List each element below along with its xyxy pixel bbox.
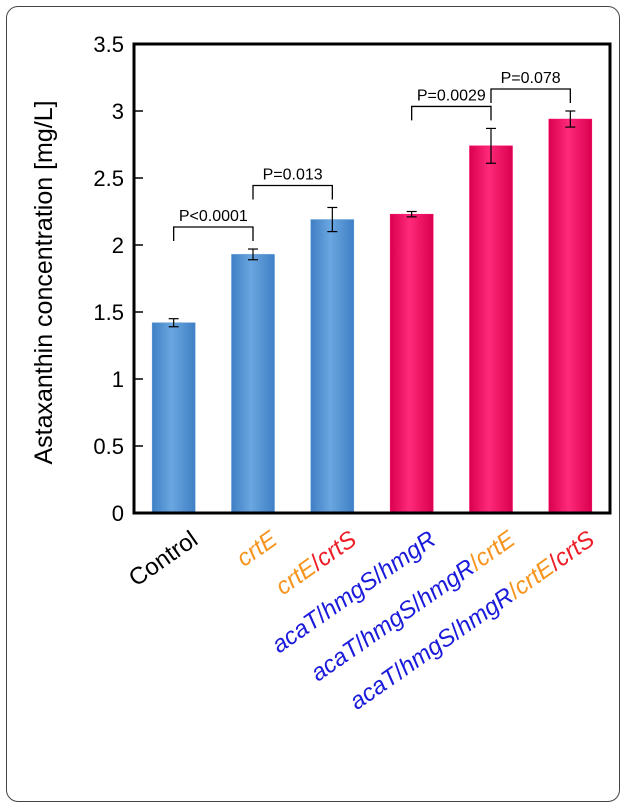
bar-3 bbox=[389, 213, 434, 514]
bar-4 bbox=[469, 145, 513, 514]
y-tick-label: 0.5 bbox=[93, 434, 124, 459]
bar-5 bbox=[548, 118, 593, 514]
y-tick-label: 2.5 bbox=[93, 166, 124, 191]
x-tick-label-part: hmgR bbox=[373, 526, 441, 585]
bar-2 bbox=[310, 219, 355, 514]
p-value-label: P=0.078 bbox=[501, 70, 561, 87]
x-tick-label-1: crtE bbox=[232, 525, 283, 572]
bar-0 bbox=[151, 322, 196, 514]
y-tick-label: 0 bbox=[112, 501, 124, 526]
significance-bracket bbox=[252, 184, 333, 200]
y-tick-label: 2 bbox=[112, 233, 124, 258]
y-tick-label: 1 bbox=[112, 367, 124, 392]
p-value-label: P=0.0029 bbox=[417, 87, 486, 104]
y-axis-label: Astaxanthin concentration [mg/L] bbox=[30, 100, 58, 464]
significance-bracket bbox=[173, 226, 254, 242]
p-value-label: P=0.013 bbox=[263, 166, 323, 183]
significance-bracket bbox=[411, 105, 492, 121]
plot-border bbox=[132, 42, 612, 515]
plot-area: Astaxanthin concentration [mg/L] 0 0.5 1 1.5… bbox=[30, 32, 612, 715]
y-tick-label: 3 bbox=[112, 99, 124, 124]
x-tick-label-part: Control bbox=[124, 526, 203, 592]
y-tick-label: 1.5 bbox=[93, 300, 124, 325]
x-tick-label-part: crtE bbox=[232, 525, 283, 572]
y-tick-label: 3.5 bbox=[93, 32, 124, 57]
x-tick-label-0: Control bbox=[124, 526, 203, 592]
significance-bracket bbox=[490, 88, 571, 103]
bar-1 bbox=[231, 254, 275, 514]
p-value-label: P<0.0001 bbox=[179, 208, 248, 225]
